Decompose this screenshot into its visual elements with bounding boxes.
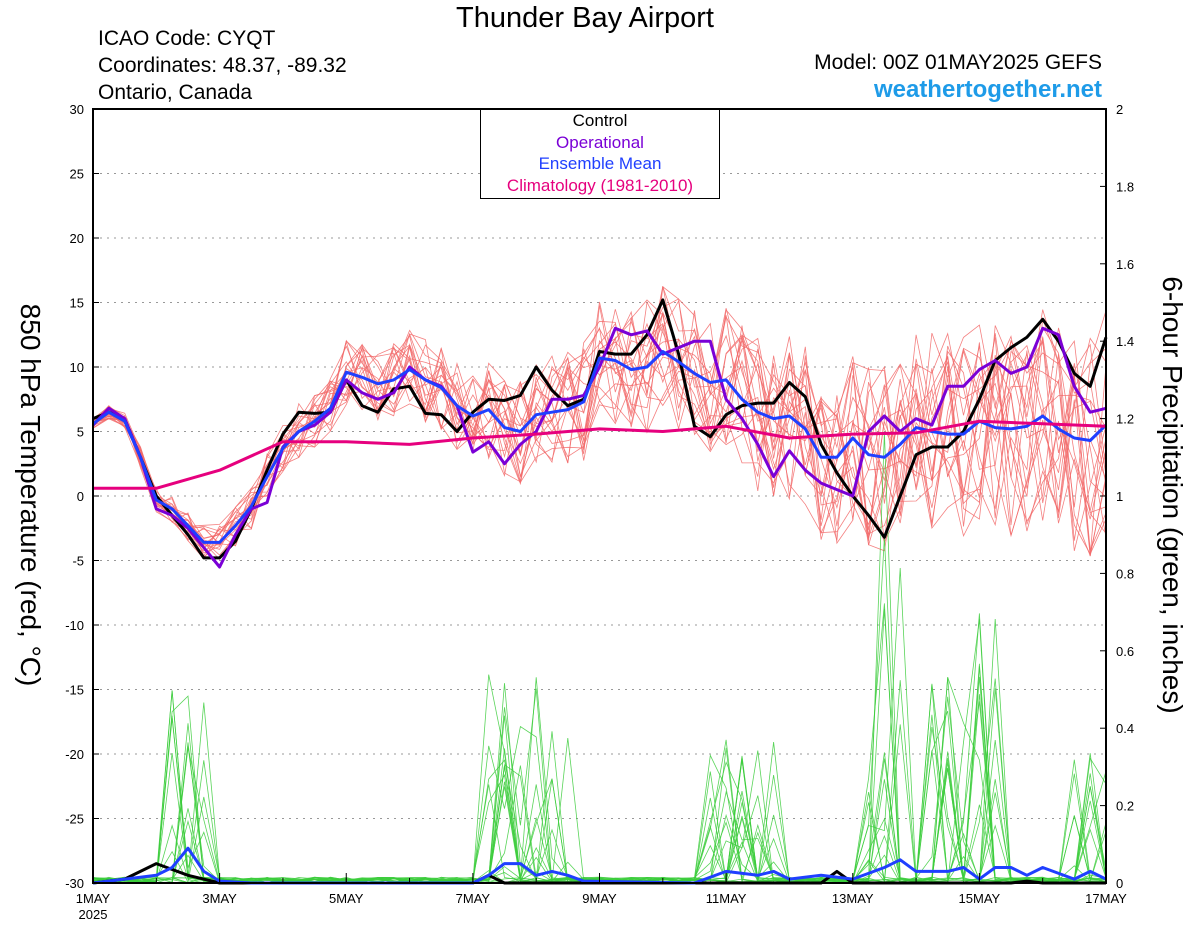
x-tick-label: 11MAY (706, 891, 747, 906)
y-tick-label: 20 (70, 231, 84, 246)
precip-member-line (92, 536, 1107, 884)
grid-lines (93, 173, 1106, 819)
y-axis-label-left: 850 hPa Temperature (red, °C) (15, 303, 46, 687)
y2-tick-label: 2 (1116, 102, 1123, 117)
y2-tick-label: 1.2 (1116, 412, 1134, 427)
precip-member-line (92, 690, 1107, 884)
axes: -30-25-20-15-10-505101520253000.20.40.60… (65, 102, 1134, 922)
y2-tick-label: 1.4 (1116, 334, 1134, 349)
precip-member-line (92, 567, 1107, 884)
x-tick-label: 7MAY (456, 891, 491, 906)
region: Ontario, Canada (98, 81, 253, 104)
site-link[interactable]: weathertogether.net (873, 76, 1102, 103)
y-tick-label: 15 (70, 296, 84, 311)
y-tick-label: -30 (65, 876, 84, 891)
model-run: Model: 00Z 01MAY2025 GEFS (814, 51, 1102, 74)
temp-member-line (92, 298, 1107, 552)
y-axis-label-right: 6-hour Precipitation (green, inches) (1157, 276, 1188, 714)
x-tick-sublabel: 2025 (79, 907, 108, 922)
y-tick-label: 5 (77, 425, 84, 440)
legend-climatology: Climatology (1981-2010) (506, 175, 694, 195)
precip-member-line (92, 666, 1107, 884)
legend-ensemble-mean: Ensemble Mean (538, 154, 662, 173)
ensemble-mean-precip-line (92, 846, 1107, 885)
precip-member-line (92, 688, 1107, 884)
y-tick-label: 25 (70, 167, 84, 182)
y2-tick-label: 0.6 (1116, 644, 1134, 659)
coordinates: Coordinates: 48.37, -89.32 (98, 54, 347, 77)
y-tick-label: 0 (77, 489, 84, 504)
y2-tick-label: 1 (1116, 489, 1123, 504)
x-tick-label: 13MAY (832, 891, 874, 906)
ensemble-mean-temp-line (92, 350, 1108, 544)
y-tick-label: -10 (65, 618, 84, 633)
x-tick-label: 3MAY (202, 891, 237, 906)
y2-tick-label: 1.8 (1116, 179, 1134, 194)
y-tick-label: -25 (65, 812, 84, 827)
y2-tick-label: 0.4 (1116, 721, 1134, 736)
icao-code: ICAO Code: CYQT (98, 27, 276, 50)
y-tick-label: -5 (72, 554, 84, 569)
temp-member-line (92, 309, 1107, 536)
legend-operational: Operational (556, 132, 644, 152)
operational-temp-line (91, 326, 1107, 569)
y2-tick-label: 0 (1116, 876, 1123, 891)
y-tick-label: -20 (65, 747, 84, 762)
temp-member-line (92, 286, 1107, 546)
x-tick-label: 1MAY (76, 891, 111, 906)
y2-tick-label: 0.2 (1116, 799, 1134, 814)
y2-tick-label: 1.6 (1116, 257, 1134, 272)
ensemble-members (92, 286, 1107, 884)
chart-title: Thunder Bay Airport (456, 2, 714, 34)
y-tick-label: 30 (70, 102, 84, 117)
control-temp-line (92, 298, 1108, 560)
legend: Control Operational Ensemble Mean Climat… (480, 109, 720, 199)
y-tick-label: -15 (65, 683, 84, 698)
legend-control: Control (572, 111, 628, 130)
y2-tick-label: 0.8 (1116, 566, 1134, 581)
x-tick-label: 5MAY (329, 891, 364, 906)
climatology-1981-2010-temp-line (93, 419, 1107, 490)
x-tick-label: 17MAY (1085, 891, 1127, 906)
x-tick-label: 15MAY (959, 891, 1001, 906)
x-tick-label: 9MAY (582, 891, 617, 906)
y-tick-label: 10 (70, 360, 84, 375)
